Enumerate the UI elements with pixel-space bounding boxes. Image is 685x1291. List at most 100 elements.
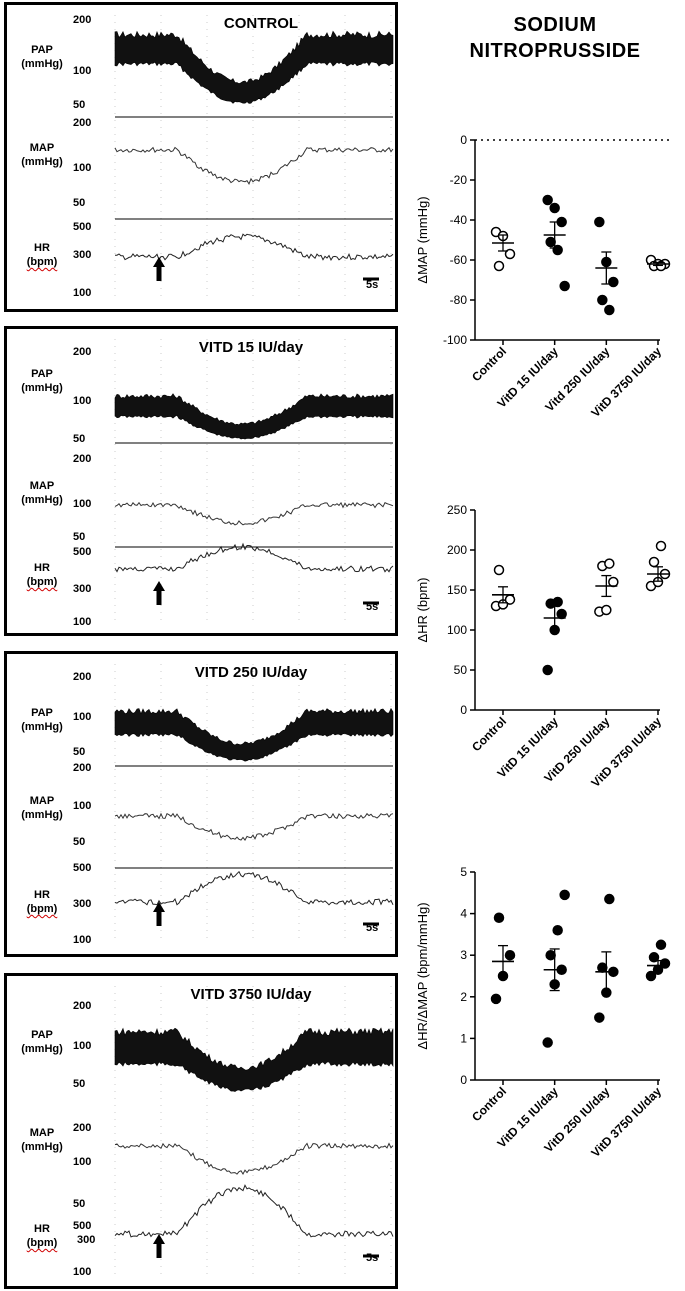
hr-trace xyxy=(114,1184,394,1238)
pap-tick-200: 200 xyxy=(73,346,92,358)
y-tick-label: 0 xyxy=(460,1073,467,1087)
hr-tick-100: 100 xyxy=(73,1266,92,1278)
data-point xyxy=(604,893,615,905)
hr-tick-300: 300 xyxy=(73,249,92,261)
data-point xyxy=(597,962,608,973)
heading-line2: NITROPRUSSIDE xyxy=(469,40,641,62)
data-point xyxy=(655,540,667,552)
pap-label: PAP (mmHg) xyxy=(21,1029,63,1055)
map-tick-100: 100 xyxy=(73,1156,92,1168)
data-point xyxy=(604,304,615,316)
y-tick-label: 5 xyxy=(460,865,467,879)
pap-tick-100: 100 xyxy=(73,65,92,77)
data-point xyxy=(645,970,657,982)
trace-panel-vitd-3750: VITD 3750 IU/day PAP (mmHg) 200 100 50 MA… xyxy=(4,973,398,1289)
hr-tick-300: 300 xyxy=(77,1234,96,1246)
y-axis-label: ΔHR/ΔMAP (bpm/mmHg) xyxy=(415,902,430,1049)
trace-svg xyxy=(114,986,394,1276)
trace-panel-vitd-250: VITD 250 IU/day PAP (mmHg) 200 100 50 MAP… xyxy=(4,651,398,957)
data-point xyxy=(604,558,615,569)
map-label: MAP (mmHg) xyxy=(21,795,63,821)
y-tick-label: 0 xyxy=(460,133,467,147)
hr-label: HR (bpm) xyxy=(26,562,58,588)
x-tick-label: Control xyxy=(469,714,509,754)
time-scale-label: 5s xyxy=(366,922,379,934)
y-axis-label: ΔHR (bpm) xyxy=(415,577,430,642)
chart-1: ΔMAP (mmHg)0-20-40-60-80-100ControlVitD … xyxy=(415,133,671,420)
trace-svg xyxy=(114,339,394,623)
hr-tick-500: 500 xyxy=(73,862,92,874)
hr-trace xyxy=(114,542,394,573)
data-point xyxy=(545,949,556,961)
panel-title: CONTROL xyxy=(223,15,299,32)
arrow-icon xyxy=(153,1234,165,1258)
figure-heading: SODIUM NITROPRUSSIDE xyxy=(440,12,670,64)
hr-label: HR (bpm) xyxy=(26,889,58,915)
data-point xyxy=(559,280,570,292)
time-scale-label: 5s xyxy=(366,601,379,613)
arrow-icon xyxy=(153,257,165,281)
y-tick-label: 250 xyxy=(447,503,467,517)
y-axis-label: ΔMAP (mmHg) xyxy=(415,196,430,283)
pap-tick-50: 50 xyxy=(73,433,86,445)
data-point xyxy=(549,202,560,214)
pap-tick-200: 200 xyxy=(73,1000,92,1012)
trace-svg xyxy=(114,15,394,299)
map-tick-200: 200 xyxy=(73,762,92,774)
y-tick-label: -20 xyxy=(450,173,468,187)
map-tick-50: 50 xyxy=(73,1198,86,1210)
hr-tick-300: 300 xyxy=(73,898,92,910)
data-point xyxy=(545,236,556,248)
map-trace xyxy=(114,1142,394,1176)
arrow-icon xyxy=(153,581,165,605)
y-tick-label: 3 xyxy=(460,948,467,962)
map-tick-100: 100 xyxy=(73,162,92,174)
y-tick-label: -100 xyxy=(443,333,467,347)
trace-panel-control: CONTROL PAP (mmHg) 200 100 50 MAP (mmHg) 2… xyxy=(4,2,398,312)
data-point xyxy=(594,216,605,228)
data-point xyxy=(655,939,667,951)
hr-tick-300: 300 xyxy=(73,583,92,595)
hr-tick-100: 100 xyxy=(73,934,92,946)
data-point xyxy=(597,294,608,306)
hr-tick-500: 500 xyxy=(73,1220,92,1232)
map-tick-200: 200 xyxy=(73,1122,92,1134)
data-point xyxy=(608,576,619,588)
heading-line1: SODIUM xyxy=(513,14,597,36)
data-point xyxy=(493,912,505,924)
data-point xyxy=(493,260,505,272)
y-tick-label: -40 xyxy=(450,213,468,227)
data-point xyxy=(490,993,502,1005)
pap-label: PAP (mmHg) xyxy=(21,368,63,394)
y-tick-label: 0 xyxy=(460,703,467,717)
data-point xyxy=(559,889,570,901)
map-tick-200: 200 xyxy=(73,453,92,465)
pap-tick-200: 200 xyxy=(73,14,92,26)
hr-label: HR (bpm) xyxy=(26,242,58,268)
hr-label: HR (bpm) xyxy=(26,1223,58,1249)
pap-trace xyxy=(114,1027,394,1092)
data-point xyxy=(493,564,505,576)
y-tick-label: 100 xyxy=(447,623,467,637)
map-label: MAP (mmHg) xyxy=(21,480,63,506)
x-tick-label: Control xyxy=(469,1084,509,1124)
data-point xyxy=(552,924,563,936)
pap-tick-50: 50 xyxy=(73,746,86,758)
data-point xyxy=(504,248,516,260)
panel-title: VITD 15 IU/day xyxy=(198,339,304,356)
hr-tick-100: 100 xyxy=(73,287,92,299)
y-tick-label: 50 xyxy=(454,663,468,677)
pap-tick-200: 200 xyxy=(73,671,92,683)
pap-tick-50: 50 xyxy=(73,1078,86,1090)
panel-title: VITD 3750 IU/day xyxy=(190,986,312,1003)
pap-tick-100: 100 xyxy=(73,711,92,723)
map-tick-50: 50 xyxy=(73,531,86,543)
y-tick-label: 200 xyxy=(447,543,467,557)
pap-tick-50: 50 xyxy=(73,99,86,111)
panel-title: VITD 250 IU/day xyxy=(194,664,308,681)
x-tick-label: Control xyxy=(469,344,509,384)
trace-panel-vitd-15: VITD 15 IU/day PAP (mmHg) 200 100 50 MAP(… xyxy=(4,326,398,636)
data-point xyxy=(504,949,516,961)
